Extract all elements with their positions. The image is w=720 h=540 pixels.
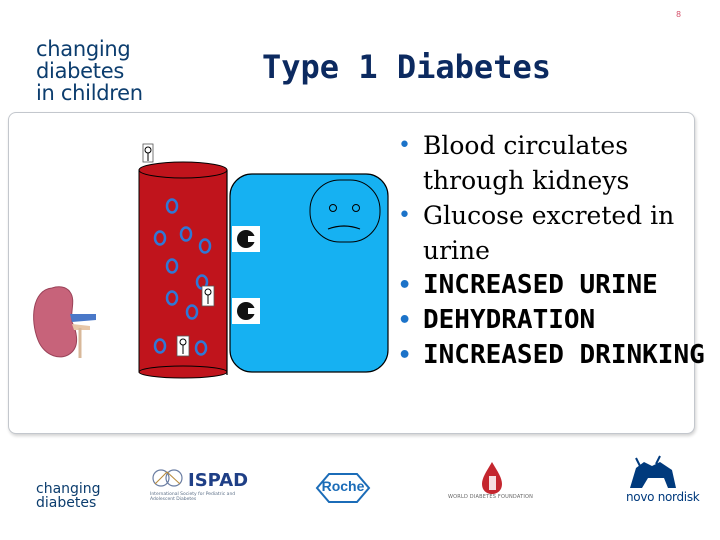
page-number: 8: [676, 10, 682, 19]
bullet-list: Blood circulates through kidneys Glucose…: [398, 128, 720, 373]
brand-line-3: in children: [36, 81, 143, 105]
brand-line-2: diabetes: [36, 59, 124, 83]
changing-diabetes-logo: changing diabetes: [36, 482, 101, 510]
roche-logo-icon: [315, 473, 371, 503]
changing-diabetes-line-2: diabetes: [36, 495, 97, 511]
ispad-logo: ISPAD: [188, 470, 249, 491]
world-diabetes-foundation-logo: WORLD DIABETES FOUNDATION: [448, 494, 534, 500]
ispad-emblem-icon: [152, 469, 183, 487]
key-icon: [142, 143, 154, 163]
bullet-glucose-excreted: Glucose excreted in urine: [398, 198, 720, 268]
slide-title: Type 1 Diabetes: [262, 48, 551, 86]
brand-line-1: changing: [36, 37, 131, 61]
bullet-increased-drinking: INCREASED DRINKING: [398, 338, 720, 373]
kidney-icon: [33, 286, 96, 358]
insulin-key-icons: [142, 143, 215, 357]
key-icon: [176, 335, 190, 357]
ispad-subtitle: International Society for Pediatric and …: [150, 492, 236, 502]
bullet-blood-circulates: Blood circulates through kidneys: [398, 128, 720, 198]
novo-nordisk-logo: novo nordisk: [626, 490, 700, 504]
novo-bull-icon: [630, 455, 676, 488]
key-icon: [201, 285, 215, 307]
bullet-dehydration: DEHYDRATION: [398, 303, 720, 338]
changing-diabetes-line-1: changing: [36, 481, 101, 497]
wdf-drop-icon: [482, 462, 502, 494]
changing-diabetes-in-children-logo: changing diabetes in children: [36, 38, 143, 104]
bullet-increased-urine: INCREASED URINE: [398, 268, 720, 303]
glucose-molecules: [153, 198, 212, 356]
cell-icon: [229, 173, 389, 373]
roche-logo: Roche: [321, 478, 365, 494]
